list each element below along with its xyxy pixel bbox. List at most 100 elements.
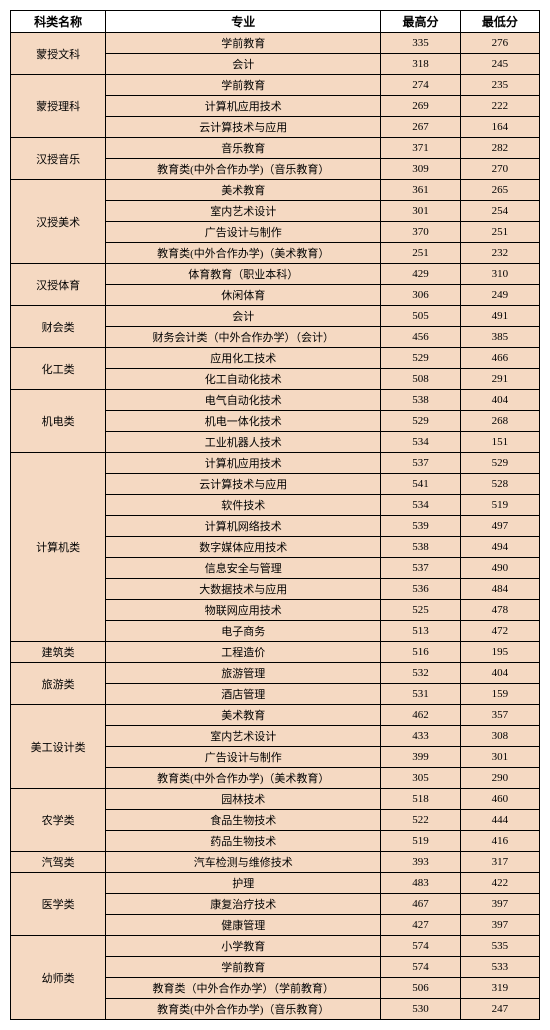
- major-cell: 计算机应用技术: [106, 96, 381, 117]
- high-score-cell: 301: [381, 201, 460, 222]
- low-score-cell: 422: [460, 873, 539, 894]
- low-score-cell: 245: [460, 54, 539, 75]
- major-cell: 信息安全与管理: [106, 558, 381, 579]
- table-row: 汽驾类汽车检测与维修技术393317: [11, 852, 540, 873]
- major-cell: 电气自动化技术: [106, 390, 381, 411]
- header-low: 最低分: [460, 11, 539, 33]
- low-score-cell: 235: [460, 75, 539, 96]
- high-score-cell: 538: [381, 537, 460, 558]
- low-score-cell: 497: [460, 516, 539, 537]
- major-cell: 体育教育（职业本科）: [106, 264, 381, 285]
- high-score-cell: 536: [381, 579, 460, 600]
- low-score-cell: 151: [460, 432, 539, 453]
- category-cell: 旅游类: [11, 663, 106, 705]
- high-score-cell: 534: [381, 495, 460, 516]
- major-cell: 云计算技术与应用: [106, 117, 381, 138]
- high-score-cell: 525: [381, 600, 460, 621]
- header-high: 最高分: [381, 11, 460, 33]
- low-score-cell: 251: [460, 222, 539, 243]
- major-cell: 工业机器人技术: [106, 432, 381, 453]
- table-row: 幼师类小学教育574535: [11, 936, 540, 957]
- high-score-cell: 574: [381, 957, 460, 978]
- low-score-cell: 466: [460, 348, 539, 369]
- major-cell: 康复治疗技术: [106, 894, 381, 915]
- high-score-cell: 483: [381, 873, 460, 894]
- table-row: 汉授音乐音乐教育371282: [11, 138, 540, 159]
- major-cell: 小学教育: [106, 936, 381, 957]
- low-score-cell: 249: [460, 285, 539, 306]
- major-cell: 学前教育: [106, 957, 381, 978]
- high-score-cell: 541: [381, 474, 460, 495]
- major-cell: 学前教育: [106, 33, 381, 54]
- table-row: 建筑类工程造价516195: [11, 642, 540, 663]
- low-score-cell: 528: [460, 474, 539, 495]
- major-cell: 广告设计与制作: [106, 222, 381, 243]
- low-score-cell: 319: [460, 978, 539, 999]
- high-score-cell: 467: [381, 894, 460, 915]
- low-score-cell: 385: [460, 327, 539, 348]
- category-cell: 计算机类: [11, 453, 106, 642]
- major-cell: 教育类(中外合作办学)（美术教育）: [106, 243, 381, 264]
- low-score-cell: 268: [460, 411, 539, 432]
- high-score-cell: 429: [381, 264, 460, 285]
- category-cell: 汽驾类: [11, 852, 106, 873]
- low-score-cell: 484: [460, 579, 539, 600]
- major-cell: 教育类（中外合作办学）（学前教育）: [106, 978, 381, 999]
- low-score-cell: 397: [460, 915, 539, 936]
- major-cell: 应用化工技术: [106, 348, 381, 369]
- table-row: 医学类护理483422: [11, 873, 540, 894]
- table-row: 蒙授文科学前教育335276: [11, 33, 540, 54]
- major-cell: 工程造价: [106, 642, 381, 663]
- major-cell: 计算机应用技术: [106, 453, 381, 474]
- major-cell: 汽车检测与维修技术: [106, 852, 381, 873]
- high-score-cell: 529: [381, 348, 460, 369]
- major-cell: 酒店管理: [106, 684, 381, 705]
- low-score-cell: 397: [460, 894, 539, 915]
- major-cell: 教育类(中外合作办学)（音乐教育）: [106, 159, 381, 180]
- low-score-cell: 529: [460, 453, 539, 474]
- high-score-cell: 513: [381, 621, 460, 642]
- high-score-cell: 269: [381, 96, 460, 117]
- table-row: 蒙授理科学前教育274235: [11, 75, 540, 96]
- low-score-cell: 270: [460, 159, 539, 180]
- high-score-cell: 505: [381, 306, 460, 327]
- low-score-cell: 317: [460, 852, 539, 873]
- high-score-cell: 530: [381, 999, 460, 1020]
- low-score-cell: 308: [460, 726, 539, 747]
- category-cell: 蒙授理科: [11, 75, 106, 138]
- table-row: 计算机类计算机应用技术537529: [11, 453, 540, 474]
- high-score-cell: 306: [381, 285, 460, 306]
- high-score-cell: 531: [381, 684, 460, 705]
- header-row: 科类名称 专业 最高分 最低分: [11, 11, 540, 33]
- high-score-cell: 508: [381, 369, 460, 390]
- category-cell: 汉授美术: [11, 180, 106, 264]
- major-cell: 药品生物技术: [106, 831, 381, 852]
- category-cell: 化工类: [11, 348, 106, 390]
- category-cell: 美工设计类: [11, 705, 106, 789]
- low-score-cell: 159: [460, 684, 539, 705]
- low-score-cell: 291: [460, 369, 539, 390]
- high-score-cell: 538: [381, 390, 460, 411]
- category-cell: 机电类: [11, 390, 106, 453]
- high-score-cell: 516: [381, 642, 460, 663]
- low-score-cell: 416: [460, 831, 539, 852]
- major-cell: 物联网应用技术: [106, 600, 381, 621]
- category-cell: 汉授音乐: [11, 138, 106, 180]
- major-cell: 软件技术: [106, 495, 381, 516]
- high-score-cell: 529: [381, 411, 460, 432]
- low-score-cell: 247: [460, 999, 539, 1020]
- major-cell: 财务会计类（中外合作办学）（会计）: [106, 327, 381, 348]
- high-score-cell: 371: [381, 138, 460, 159]
- high-score-cell: 537: [381, 453, 460, 474]
- low-score-cell: 535: [460, 936, 539, 957]
- major-cell: 园林技术: [106, 789, 381, 810]
- header-major: 专业: [106, 11, 381, 33]
- major-cell: 室内艺术设计: [106, 201, 381, 222]
- high-score-cell: 462: [381, 705, 460, 726]
- high-score-cell: 309: [381, 159, 460, 180]
- high-score-cell: 393: [381, 852, 460, 873]
- high-score-cell: 539: [381, 516, 460, 537]
- table-row: 汉授体育体育教育（职业本科）429310: [11, 264, 540, 285]
- low-score-cell: 460: [460, 789, 539, 810]
- major-cell: 会计: [106, 54, 381, 75]
